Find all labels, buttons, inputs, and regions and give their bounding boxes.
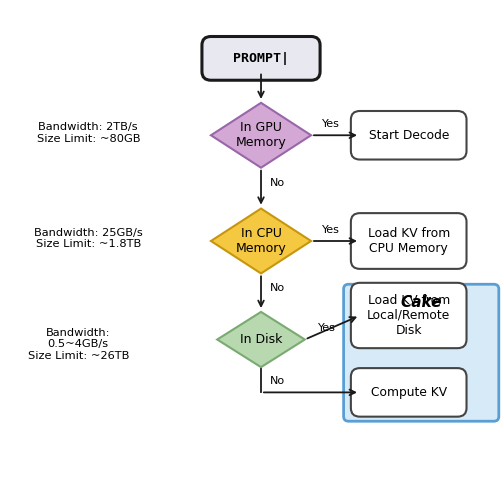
FancyBboxPatch shape bbox=[350, 368, 465, 416]
Text: Start Decode: Start Decode bbox=[368, 129, 448, 142]
Text: Bandwidth: 25GB/s
Size Limit: ~1.8TB: Bandwidth: 25GB/s Size Limit: ~1.8TB bbox=[34, 228, 142, 249]
FancyBboxPatch shape bbox=[201, 37, 320, 80]
Text: In CPU
Memory: In CPU Memory bbox=[235, 227, 286, 255]
Text: No: No bbox=[270, 178, 285, 188]
Polygon shape bbox=[217, 312, 304, 367]
Text: Load KV from
CPU Memory: Load KV from CPU Memory bbox=[367, 227, 449, 255]
Text: Load KV from
Local/Remote
Disk: Load KV from Local/Remote Disk bbox=[366, 294, 449, 337]
Text: No: No bbox=[270, 375, 285, 386]
Text: In GPU
Memory: In GPU Memory bbox=[235, 121, 286, 149]
Text: In Disk: In Disk bbox=[239, 333, 282, 346]
FancyBboxPatch shape bbox=[343, 284, 498, 421]
Text: Bandwidth:
0.5~4GB/s
Size Limit: ~26TB: Bandwidth: 0.5~4GB/s Size Limit: ~26TB bbox=[28, 328, 129, 361]
Text: Compute KV: Compute KV bbox=[370, 386, 446, 399]
Polygon shape bbox=[210, 209, 311, 273]
FancyBboxPatch shape bbox=[350, 111, 465, 160]
Text: Cake: Cake bbox=[400, 295, 441, 310]
Text: Bandwidth: 2TB/s
Size Limit: ~80GB: Bandwidth: 2TB/s Size Limit: ~80GB bbox=[37, 122, 140, 144]
Text: Yes: Yes bbox=[318, 323, 336, 333]
FancyBboxPatch shape bbox=[350, 213, 465, 269]
Text: PROMPT|: PROMPT| bbox=[232, 52, 289, 65]
Text: Yes: Yes bbox=[321, 225, 339, 235]
FancyBboxPatch shape bbox=[350, 283, 465, 348]
Text: No: No bbox=[270, 283, 285, 293]
Polygon shape bbox=[210, 103, 311, 168]
Text: Yes: Yes bbox=[321, 119, 339, 129]
